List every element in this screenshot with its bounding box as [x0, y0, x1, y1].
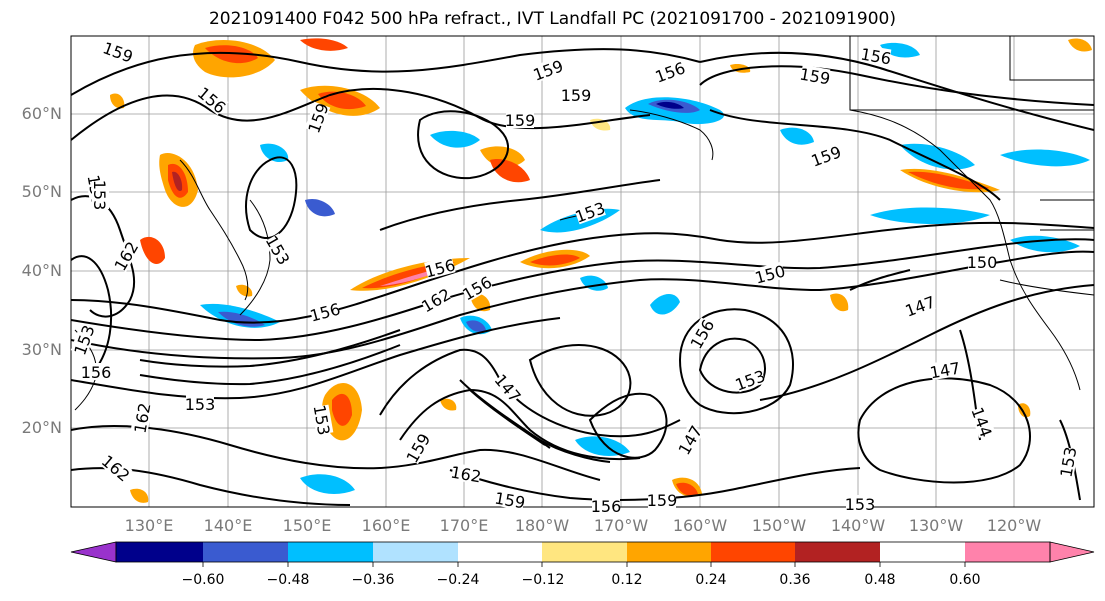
colorbar-tick-label: −0.36	[351, 572, 395, 588]
contour-label-background	[100, 452, 133, 484]
contour-label-background	[903, 292, 936, 319]
colorbar-bin	[795, 542, 880, 562]
colorbar-tick-label: 0.24	[695, 572, 727, 588]
contour-label-background	[687, 317, 716, 351]
contour-label: 159	[493, 488, 526, 512]
contour-label-background	[968, 253, 996, 270]
contour-label-background	[196, 84, 229, 116]
contour-label-layer: 1591561591591591561591561591591561531621…	[70, 38, 1080, 516]
contour-label-background	[573, 198, 606, 225]
contour-label-background	[450, 462, 482, 485]
lat-label-60n: 60°N	[21, 104, 62, 123]
contour-label-background	[969, 405, 996, 438]
lon-label-140w: 140°W	[830, 516, 886, 535]
contour-label-background	[424, 255, 456, 280]
shading-negative	[200, 42, 1090, 494]
contour-label-background	[92, 181, 109, 209]
colorbar-arrow-right	[1049, 541, 1095, 563]
colorbar-bin	[965, 542, 1050, 562]
lat-label-30n: 30°N	[21, 340, 62, 359]
contour-label-background	[562, 86, 590, 103]
contour-label-background	[311, 404, 334, 436]
contour-label: 153	[185, 395, 216, 414]
colorbar-outline	[115, 541, 1051, 563]
colorbar-tick-label: −0.48	[266, 572, 310, 588]
contour-label: 153	[845, 495, 876, 514]
colorbar-bin	[288, 542, 373, 562]
lon-label-160w: 160°W	[672, 516, 728, 535]
contour-label-background	[492, 371, 524, 404]
contour-label-background	[70, 323, 97, 356]
contour-label-background	[309, 299, 341, 324]
colorbar-tick-label: 0.12	[611, 572, 643, 588]
lat-label-50n: 50°N	[21, 182, 62, 201]
contour-label-background	[754, 261, 786, 286]
contour-label-background	[506, 111, 534, 128]
lat-label-40n: 40°N	[21, 261, 62, 280]
contour-label-background	[733, 366, 766, 393]
colorbar-tick-label: −0.24	[436, 572, 480, 588]
contour-label-background	[1056, 446, 1079, 478]
lon-label-140e: 140°E	[203, 516, 253, 535]
contour-label-background	[403, 431, 432, 465]
colorbar-tick-label: −0.12	[521, 572, 565, 588]
contour-label-background	[799, 64, 831, 87]
contour-label-background	[860, 44, 892, 67]
contour-label: 159	[561, 86, 592, 105]
lon-label-160e: 160°E	[361, 516, 411, 535]
graticule	[71, 36, 1094, 507]
contour-label-background	[675, 423, 704, 457]
contour-label-background	[809, 142, 842, 169]
contour-label: 156	[81, 363, 112, 382]
contour-label-background	[494, 488, 526, 511]
contour-label: 159	[647, 491, 678, 510]
lat-label-20n: 20°N	[21, 418, 62, 437]
contour-label: 150	[967, 253, 998, 272]
contour-label-background	[82, 363, 110, 380]
lon-label-130w: 130°W	[908, 516, 964, 535]
lon-label-170e: 170°E	[439, 516, 489, 535]
contour-label-background	[130, 402, 153, 434]
contour-label: 156	[591, 497, 622, 516]
lon-label-180w: 180°W	[514, 516, 570, 535]
lon-label-170w: 170°W	[593, 516, 649, 535]
contour-label-background	[102, 38, 135, 65]
lon-label-130e: 130°E	[124, 516, 174, 535]
colorbar-bin	[373, 542, 458, 562]
contour-label-background	[186, 395, 214, 412]
map-background	[71, 36, 1094, 507]
colorbar-bin	[627, 542, 711, 562]
contour-label: 159	[505, 111, 536, 130]
colorbar-bin	[711, 542, 795, 562]
height-contours	[71, 48, 1094, 506]
contour-label-background	[592, 497, 620, 514]
map-title: 2021091400 F042 500 hPa refract., IVT La…	[208, 9, 896, 29]
colorbar-bin	[542, 542, 627, 562]
contour-label-background	[264, 233, 293, 267]
contour-label-background	[929, 358, 961, 381]
colorbar-tick-label: 0.60	[949, 572, 981, 588]
colorbar-arrow-left	[70, 541, 117, 563]
colorbar-tick-label: 0.36	[779, 572, 811, 588]
colorbar-bin	[458, 542, 542, 562]
colorbar-bin	[116, 542, 203, 562]
lon-label-120w: 120°W	[986, 516, 1042, 535]
contour-label-background	[304, 101, 331, 134]
colorbar-tick-label: 0.48	[864, 572, 896, 588]
contour-label: 153	[90, 180, 109, 211]
colorbar-tick-label: −0.60	[181, 572, 225, 588]
contour-label-background	[111, 239, 140, 273]
lon-label-150w: 150°W	[751, 516, 807, 535]
colorbar	[70, 541, 1095, 567]
contour-label-background	[460, 273, 494, 302]
contour-label-background	[531, 56, 564, 83]
contour-label-background	[648, 491, 676, 508]
contour-label-background	[653, 58, 686, 85]
colorbar-bin	[203, 542, 288, 562]
contour-label-background	[419, 285, 453, 314]
contour-label-background	[846, 495, 874, 512]
map-frame	[70, 35, 1095, 508]
lon-label-150e: 150°E	[282, 516, 332, 535]
